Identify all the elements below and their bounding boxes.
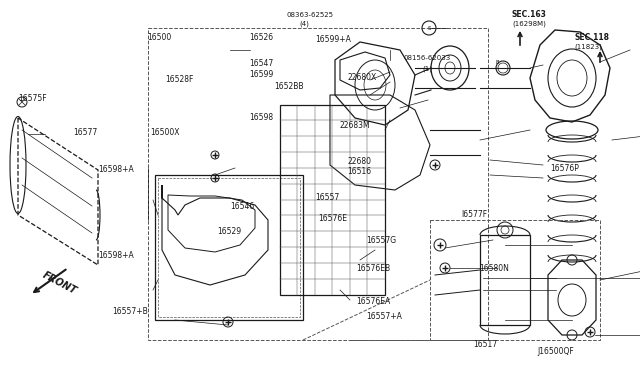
- Text: 16517: 16517: [474, 340, 498, 349]
- Bar: [158, 178, 300, 317]
- Text: 1652BB: 1652BB: [274, 82, 303, 91]
- Text: (1): (1): [422, 65, 433, 72]
- Bar: [430, 220, 600, 340]
- Text: 16598+A: 16598+A: [98, 165, 134, 174]
- Text: 22683M: 22683M: [339, 121, 370, 130]
- Text: 16598: 16598: [250, 113, 274, 122]
- Text: 16576E: 16576E: [318, 214, 347, 223]
- Text: 16546: 16546: [230, 202, 255, 211]
- Text: SEC.163: SEC.163: [512, 10, 547, 19]
- Text: 16557+A: 16557+A: [366, 312, 402, 321]
- Text: 16528F: 16528F: [165, 76, 193, 84]
- Bar: [480, 235, 530, 325]
- Text: 16557G: 16557G: [366, 236, 396, 245]
- Text: 16576P: 16576P: [550, 164, 579, 173]
- Text: 16599: 16599: [250, 70, 274, 79]
- Text: 16500X: 16500X: [150, 128, 180, 137]
- Text: (11823): (11823): [575, 43, 603, 50]
- Text: FRONT: FRONT: [41, 270, 79, 296]
- Text: I6577F: I6577F: [461, 210, 487, 219]
- Text: (16298M): (16298M): [512, 21, 546, 28]
- Text: J16500QF: J16500QF: [538, 347, 574, 356]
- Text: 08363-62525: 08363-62525: [286, 12, 333, 18]
- Text: 16529: 16529: [218, 227, 242, 236]
- Text: S: S: [428, 26, 431, 31]
- Text: 16580N: 16580N: [479, 264, 509, 273]
- Text: 16576EB: 16576EB: [356, 264, 390, 273]
- Text: 16500: 16500: [147, 33, 172, 42]
- Text: 16557: 16557: [316, 193, 340, 202]
- Bar: [280, 105, 385, 295]
- Text: 16577: 16577: [74, 128, 98, 137]
- Text: SEC.118: SEC.118: [575, 33, 610, 42]
- Text: 16526: 16526: [250, 33, 274, 42]
- Text: 16575F: 16575F: [18, 94, 47, 103]
- Text: 16599+A: 16599+A: [315, 35, 351, 44]
- Bar: [155, 175, 303, 320]
- Text: 16576EA: 16576EA: [356, 297, 390, 306]
- Text: 16557+B: 16557+B: [112, 307, 148, 316]
- Text: 16547: 16547: [250, 59, 274, 68]
- Text: 22680X: 22680X: [348, 73, 377, 81]
- Text: 16516: 16516: [348, 167, 372, 176]
- Bar: [148, 28, 488, 340]
- Text: 16598+A: 16598+A: [98, 251, 134, 260]
- Text: (4): (4): [299, 21, 308, 28]
- Text: B: B: [495, 61, 499, 65]
- Text: 08156-62033: 08156-62033: [403, 55, 451, 61]
- Text: 22680: 22680: [348, 157, 372, 166]
